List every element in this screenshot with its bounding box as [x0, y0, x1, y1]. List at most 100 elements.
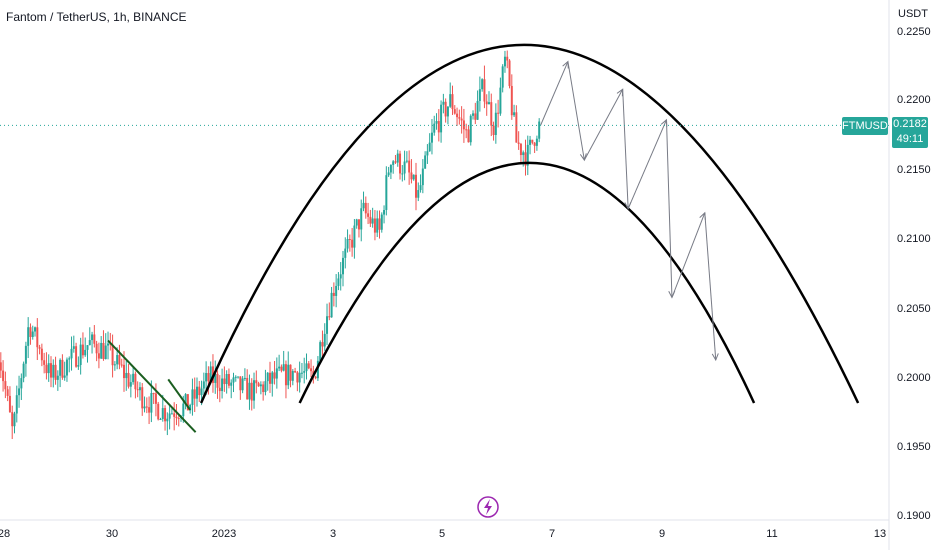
candles-layer [0, 50, 541, 440]
candle-body [268, 372, 271, 384]
candle-body [535, 138, 538, 146]
candle-body [474, 113, 477, 120]
candle-body [497, 112, 500, 114]
candle-body [442, 101, 445, 105]
candle-body [202, 381, 205, 389]
candle-body [508, 60, 511, 86]
candle-body [346, 239, 349, 249]
candle-body [209, 366, 212, 382]
candle-body [70, 348, 73, 359]
candle-body [291, 371, 294, 381]
candle-body [300, 372, 303, 374]
candle-body [392, 161, 395, 165]
candle-body [34, 327, 37, 332]
candle-body [465, 129, 468, 131]
candle-body [47, 363, 50, 374]
candle-body [458, 117, 461, 119]
candle-body [487, 102, 490, 105]
candle-body [440, 104, 443, 133]
candle-body [248, 382, 251, 400]
candle-body [296, 372, 299, 383]
candle-body [430, 132, 433, 143]
candle-body [383, 209, 386, 215]
candle-body [483, 79, 486, 102]
projection-segment [704, 212, 717, 360]
candle-body [376, 218, 379, 233]
candle-body [250, 382, 253, 401]
candle-body [100, 342, 103, 359]
projection-segment [540, 61, 569, 126]
candle-body [410, 172, 413, 180]
candle-body [255, 380, 258, 384]
candle-body [513, 112, 516, 116]
candle-body [95, 343, 98, 354]
candle-body [394, 161, 397, 163]
candle-body [481, 79, 484, 90]
candle-body [435, 121, 438, 124]
candle-body [65, 359, 68, 376]
candle-body [161, 408, 164, 420]
candle-body [294, 371, 297, 373]
candle-body [6, 389, 9, 396]
lightning-icon[interactable] [477, 496, 499, 518]
candle-body [24, 345, 27, 364]
candle-body [421, 168, 424, 186]
candle-body [223, 378, 226, 385]
candle-body [36, 327, 39, 348]
candle-body [373, 218, 376, 233]
candle-body [529, 139, 532, 145]
last-price-tag: 0.2182 49:11 [892, 117, 928, 148]
candle-body [494, 112, 497, 135]
projection-layer[interactable] [540, 60, 719, 362]
candle-body [371, 218, 374, 224]
candle-body [385, 175, 388, 210]
candle-body [243, 377, 246, 379]
candle-body [510, 85, 513, 116]
candle-body [387, 172, 390, 176]
price-unit-label: USDT [898, 8, 928, 20]
candle-body [417, 190, 420, 198]
candle-body [173, 413, 176, 417]
candle-body [239, 376, 242, 391]
candle-body [428, 142, 431, 152]
candle-body [145, 406, 148, 408]
candle-body [399, 153, 402, 174]
candle-body [533, 142, 536, 146]
candle-body [175, 416, 178, 419]
candle-body [227, 374, 230, 386]
candle-body [266, 372, 269, 382]
candle-body [360, 208, 363, 230]
candle-body [8, 395, 11, 413]
candle-body [102, 342, 105, 360]
candle-body [289, 364, 292, 381]
projection-segment [627, 119, 667, 209]
candle-body [538, 121, 541, 139]
candle-body [476, 100, 479, 120]
candle-body [20, 378, 23, 389]
symbol-tag: FTMUSDT [842, 117, 895, 135]
candle-body [446, 106, 449, 117]
candle-body [49, 363, 52, 378]
candle-body [287, 364, 290, 386]
candle-body [127, 372, 130, 387]
candle-body [221, 378, 224, 392]
candle-body [84, 349, 87, 356]
candle-body [490, 102, 493, 126]
time-tick-label: 30 [105, 528, 119, 540]
candle-body [193, 389, 196, 399]
candle-body [15, 395, 18, 414]
candle-body [184, 394, 187, 404]
candle-body [43, 360, 46, 365]
candle-body [280, 366, 283, 371]
candle-body [116, 355, 119, 365]
candle-body [134, 373, 137, 390]
candle-body [88, 340, 91, 346]
arcs-layer[interactable] [199, 43, 860, 404]
candle-body [314, 376, 317, 379]
candle-body [526, 144, 529, 166]
trendlines-layer[interactable] [107, 339, 197, 433]
candle-body [22, 363, 25, 379]
candle-body [478, 89, 481, 101]
candle-body [426, 151, 429, 156]
